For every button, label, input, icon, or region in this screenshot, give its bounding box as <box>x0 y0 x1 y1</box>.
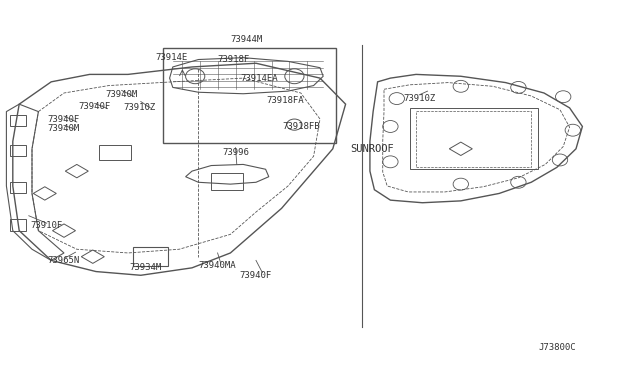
Text: SUNROOF: SUNROOF <box>351 144 394 154</box>
Text: 73996: 73996 <box>222 148 249 157</box>
Text: 73918FA: 73918FA <box>266 96 303 105</box>
Bar <box>416 111 531 167</box>
Bar <box>10 145 26 156</box>
Bar <box>410 108 538 169</box>
Text: 73940F: 73940F <box>79 102 111 110</box>
Text: 73940M: 73940M <box>106 90 138 99</box>
Text: 73918FB: 73918FB <box>282 122 319 131</box>
Text: 73944M: 73944M <box>230 35 262 44</box>
Text: 73965N: 73965N <box>48 256 80 265</box>
Text: 73914E: 73914E <box>156 53 188 62</box>
Bar <box>10 219 26 231</box>
Bar <box>163 48 336 143</box>
Text: 73910Z: 73910Z <box>403 94 435 103</box>
Text: J73800C: J73800C <box>538 343 575 352</box>
Text: 73940F: 73940F <box>240 271 272 280</box>
Bar <box>133 247 168 266</box>
Text: 73934M: 73934M <box>130 263 162 272</box>
Text: 73940MA: 73940MA <box>199 262 236 270</box>
Text: 73940F: 73940F <box>48 115 80 124</box>
Bar <box>99 145 131 160</box>
Text: 73940M: 73940M <box>48 124 80 133</box>
Text: 73910Z: 73910Z <box>124 103 156 112</box>
Bar <box>211 173 243 190</box>
Bar <box>10 115 26 126</box>
Bar <box>10 182 26 193</box>
Text: 73918F: 73918F <box>218 55 250 64</box>
Text: 73914EA: 73914EA <box>241 74 278 83</box>
Text: 73910F: 73910F <box>30 221 62 230</box>
